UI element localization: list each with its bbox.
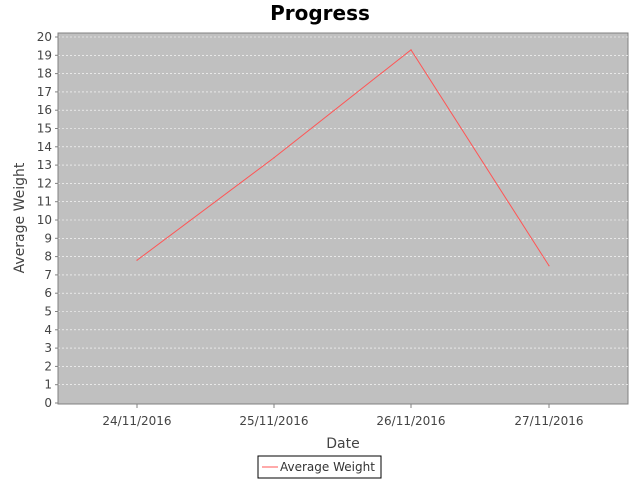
x-axis-ticks: 24/11/2016 25/11/2016 26/11/2016 27/11/2016 (102, 404, 584, 428)
x-tick-label: 25/11/2016 (239, 414, 308, 428)
legend-box (257, 455, 382, 479)
data-point (273, 157, 275, 159)
x-tick-label: 26/11/2016 (376, 414, 445, 428)
y-tick-label: 2 (44, 359, 52, 373)
y-tick-label: 1 (44, 378, 52, 392)
y-tick-label: 4 (44, 323, 52, 337)
legend-label-average-weight: Average Weight (280, 460, 375, 474)
x-tick-label: 24/11/2016 (102, 414, 171, 428)
y-tick-label: 17 (37, 85, 52, 99)
data-point (548, 265, 550, 267)
y-tick-label: 14 (37, 140, 52, 154)
y-tick-label: 16 (37, 103, 52, 117)
data-point (136, 259, 138, 261)
plot-area (57, 32, 629, 405)
y-tick-label: 20 (37, 30, 52, 44)
data-point (410, 49, 412, 51)
y-tick-label: 10 (37, 213, 52, 227)
y-tick-label: 19 (37, 48, 52, 62)
series-line-average-weight (136, 49, 550, 267)
x-tick-label: 27/11/2016 (514, 414, 583, 428)
y-tick-label: 0 (44, 396, 52, 410)
y-tick-label: 6 (44, 286, 52, 300)
y-tick-label: 15 (37, 122, 52, 136)
y-tick-label: 8 (44, 250, 52, 264)
y-tick-label: 5 (44, 305, 52, 319)
y-axis-label: Average Weight (12, 162, 28, 273)
y-tick-label: 12 (37, 176, 52, 190)
y-tick-label: 11 (37, 195, 52, 209)
chart-title: Progress (270, 1, 370, 25)
x-axis-label: Date (326, 436, 359, 452)
y-tick-label: 9 (44, 231, 52, 245)
y-tick-label: 7 (44, 268, 52, 282)
legend: Average Weight (257, 455, 382, 479)
grid-lines (58, 36, 628, 386)
y-tick-label: 13 (37, 158, 52, 172)
y-tick-label: 3 (44, 341, 52, 355)
y-tick-label: 18 (37, 67, 52, 81)
series-layer (136, 49, 550, 267)
